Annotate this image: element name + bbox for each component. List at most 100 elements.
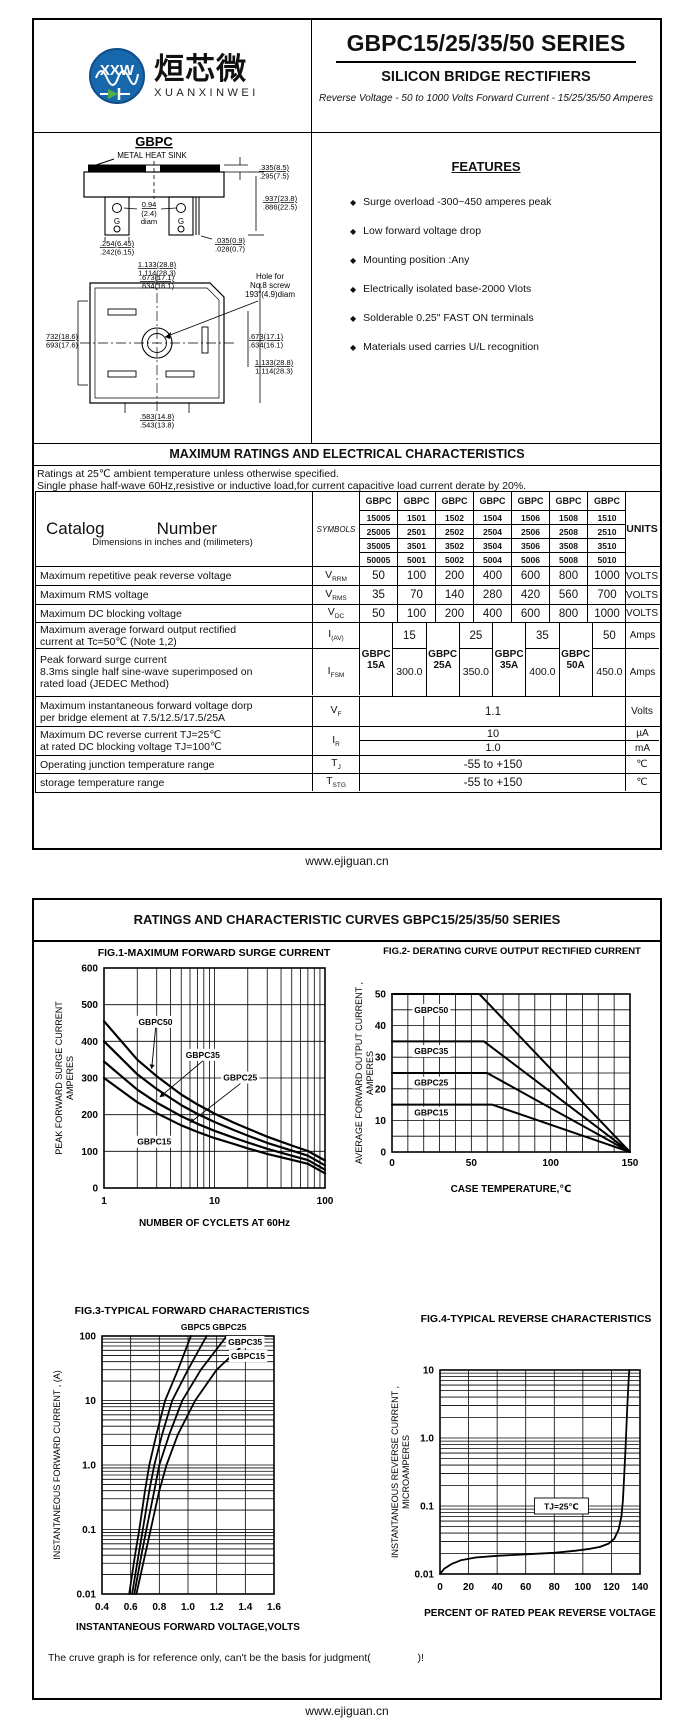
gbpc-amp-line: 50A	[566, 659, 585, 671]
curves-heading: RATINGS AND CHARACTERISTIC CURVES GBPC15…	[34, 900, 660, 942]
symbol: VDC	[327, 606, 345, 621]
iav-value: 15	[393, 623, 426, 649]
spec-value: 100	[398, 567, 436, 585]
catalog-number-cell: 2501	[398, 525, 436, 538]
row-label-line: at rated DC blocking voltage TJ=100℃	[40, 741, 222, 753]
label-arrow	[159, 1060, 204, 1098]
spec-row: Maximum RMS voltage VRMS 35 70 140 280 420 560 7…	[36, 586, 660, 605]
page-title: GBPC15/25/35/50 SERIES	[346, 30, 626, 56]
x-tick-label: 100	[542, 1158, 559, 1169]
x-axis-title: PERCENT OF RATED PEAK REVERSE VOLTAGE	[424, 1608, 656, 1619]
reference-note: The cruve graph is for reference only, c…	[48, 1652, 424, 1664]
catalog-number-cell: 2508	[550, 525, 588, 538]
value-col: 50 450.0	[592, 623, 626, 696]
y-tick-label: 0.1	[420, 1502, 434, 1513]
symbol-cell: IR	[313, 727, 360, 755]
y-tick-label: 0.1	[82, 1525, 96, 1536]
spec-value-span: -55 to +150	[463, 758, 523, 771]
gbpc-amp-line: GBPC	[494, 648, 524, 660]
footer-url[interactable]: www.ejiguan.cn	[305, 854, 389, 868]
datasheet-page-1: XXW 烜芯微 XUANXINWEI GBPC15/25/35/50 SERIE…	[32, 18, 662, 850]
diagram-caption: Dimensions in inches and (milimeters)	[92, 537, 253, 548]
spec-value: 700	[597, 589, 617, 601]
symbol-cell: VRMS	[313, 586, 360, 604]
row-label: Peak forward surge current 8.3ms single h…	[36, 649, 313, 695]
x-tick-label: 150	[622, 1158, 639, 1169]
spec-row: Maximum repetitive peak reverse voltage V…	[36, 567, 660, 586]
gbpc-amp-line: GBPC	[361, 648, 391, 660]
feature-text: Surge overload -300~450 amperes peak	[363, 196, 552, 208]
curve-label: GBPC50	[414, 1005, 448, 1015]
terminal-mark: G	[178, 217, 184, 226]
catalog-number-cell: 2506	[512, 525, 550, 538]
label-bg	[221, 1071, 260, 1084]
x-tick-label: 20	[463, 1582, 475, 1593]
row-label-line: Maximum DC blocking voltage	[40, 607, 182, 620]
y-tick-label: 500	[81, 1000, 98, 1011]
page-subtitle: SILICON BRIDGE RECTIFIERS	[381, 69, 591, 85]
footer-url[interactable]: www.ejiguan.cn	[305, 1704, 389, 1718]
terminal-mark: G	[114, 217, 120, 226]
y-tick-label: 0.01	[77, 1590, 97, 1601]
x-tick-label: 0.6	[124, 1602, 138, 1613]
symbol: VRRM	[325, 568, 347, 584]
row-label: Operating junction temperature range	[36, 756, 313, 773]
dim-label: .295(7.5)	[259, 172, 290, 181]
y-tick-label: 0	[92, 1184, 98, 1195]
logo-block: XXW 烜芯微 XUANXINWEI	[34, 20, 312, 132]
x-tick-label: 0.8	[152, 1602, 166, 1613]
catalog-number-cell: 1508	[550, 511, 588, 524]
row-label-line: rated load (JEDEC Method)	[40, 678, 169, 690]
x-tick-label: 1.2	[210, 1602, 224, 1613]
units-header: UNITS	[625, 492, 658, 566]
spec-value: 70	[398, 586, 436, 604]
plot-border	[101, 1335, 275, 1595]
dim-label: .634(16.1)	[249, 341, 284, 350]
package-outline-diagram: GBPC METAL HEAT SINK G G .335(8.5) .295(7.5).…	[34, 133, 311, 540]
diamond-bullet-icon: ◆	[350, 313, 357, 323]
spec-value: 200	[436, 605, 474, 622]
spec-value: 280	[474, 586, 512, 604]
symbols-header: SYMBOLS	[313, 492, 360, 566]
gbpc-header-cell: GBPC	[398, 492, 436, 510]
row-label: Maximum RMS voltage	[36, 586, 313, 604]
title-divider	[336, 61, 636, 63]
symbol: TJ	[331, 757, 341, 772]
x-tick-label: 100	[317, 1196, 334, 1207]
spec-value: 400	[474, 567, 512, 585]
curve-label: GBPC15	[231, 1351, 265, 1361]
ratings-table: Catalog Number SYMBOLS GBPC GBPC GBPC GBPC GBPC…	[35, 491, 661, 793]
ratings-note-line: Ratings at 25℃ ambient temperature unles…	[37, 468, 339, 480]
iav-value: 25	[459, 623, 492, 649]
dim-label: 693(17.6)	[46, 341, 79, 350]
y-tick-label: 300	[81, 1074, 98, 1085]
symbol: IR	[332, 733, 340, 749]
ratings-notes: Ratings at 25℃ ambient temperature unles…	[34, 466, 657, 492]
dim-label: .254(6.45)	[100, 239, 135, 248]
catalog-number-cell: 50005	[360, 553, 398, 566]
y-tick-label: 1.0	[82, 1461, 96, 1472]
gbpc-header-cell: GBPC	[593, 496, 620, 506]
ratings-heading: MAXIMUM RATINGS AND ELECTRICAL CHARACTER…	[34, 443, 660, 466]
value-col: 25 350.0	[459, 623, 493, 696]
y-tick-label: 100	[79, 1332, 96, 1343]
diamond-bullet-icon: ◆	[350, 255, 357, 265]
catalog-number-cell: 2510	[597, 526, 617, 537]
fig1-surge-current-chart: GBPC50 GBPC35 GBPC25 GBPC15 0 100 200 300 400 500…	[46, 942, 386, 1259]
row-label: Maximum average forward output rectified…	[36, 623, 313, 649]
curve-label: GBPC50	[181, 1322, 215, 1332]
dim-label: .886(22.5)	[263, 203, 298, 212]
arrowhead	[189, 1118, 195, 1123]
row-label-line: Peak forward surge current	[40, 654, 167, 666]
symbol: TSTG	[326, 775, 346, 790]
curve-label: GBPC35	[228, 1337, 262, 1347]
row-label-line: current at Tc=50℃ (Note 1,2)	[40, 635, 177, 648]
curve-GBPC50	[128, 1335, 192, 1595]
gbpc-header-cell: GBPC	[512, 492, 550, 510]
spec-value: 100	[398, 605, 436, 622]
x-tick-label: 40	[492, 1582, 504, 1593]
spec-value: 1.0	[485, 742, 501, 754]
label-bg	[412, 1045, 451, 1058]
ratings-summary: Reverse Voltage - 50 to 1000 Volts Forwa…	[318, 93, 654, 104]
x-tick-label: 0.4	[95, 1602, 109, 1613]
